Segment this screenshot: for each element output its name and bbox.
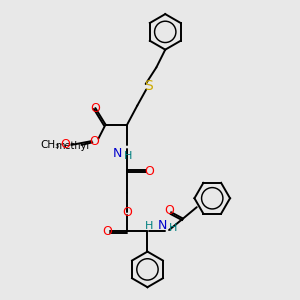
Text: O: O (144, 165, 154, 178)
Text: CH₃: CH₃ (40, 140, 60, 150)
Text: O: O (164, 205, 174, 218)
Text: O: O (102, 225, 112, 238)
Text: H: H (169, 223, 177, 233)
Text: O: O (90, 102, 100, 115)
Text: S: S (144, 80, 153, 94)
Text: O: O (89, 135, 99, 148)
Text: methyl: methyl (56, 141, 90, 151)
Text: O: O (60, 138, 70, 152)
Text: H: H (145, 221, 153, 231)
Text: N: N (158, 219, 167, 232)
Text: N: N (113, 147, 122, 160)
Text: O: O (122, 206, 132, 219)
Text: H: H (124, 152, 132, 161)
